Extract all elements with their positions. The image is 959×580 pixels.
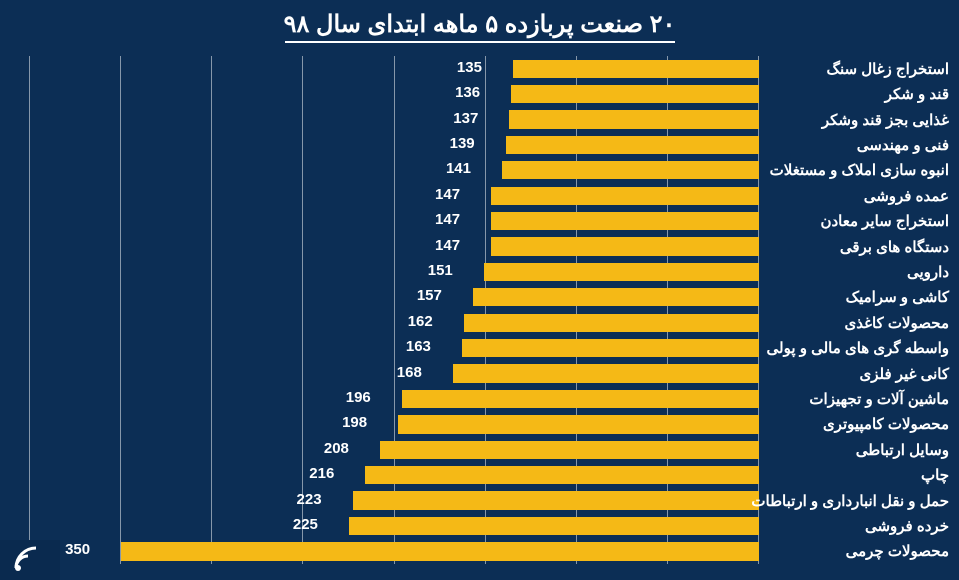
bar	[509, 110, 759, 128]
bar-row: 216	[30, 463, 759, 488]
bar	[121, 542, 759, 560]
bar-value: 162	[402, 313, 433, 330]
category-label: انبوه سازی املاک و مستغلات	[759, 158, 959, 183]
bar-value: 147	[429, 237, 460, 254]
bar	[402, 390, 759, 408]
bar-row: 350	[30, 539, 759, 564]
category-label: محصولات کامپیوتری	[759, 412, 959, 437]
bars-group: 135 136 137 139 141 147 147 147 151 157 162 163 168 1…	[30, 56, 759, 564]
category-label: استخراج سایر معادن	[759, 208, 959, 233]
category-label: استخراج زغال سنگ	[759, 56, 959, 81]
bar-value: 137	[447, 110, 478, 127]
bar	[513, 60, 759, 78]
category-label: ماشین آلات و تجهیزات	[759, 386, 959, 411]
bar-value: 208	[318, 440, 349, 457]
wifi-icon	[12, 542, 48, 578]
plot-area: 135 136 137 139 141 147 147 147 151 157 162 163 168 1…	[30, 56, 759, 564]
bar-row: 168	[30, 361, 759, 386]
bar-row: 163	[30, 335, 759, 360]
bar-row: 135	[30, 56, 759, 81]
bar	[365, 466, 759, 484]
category-label: خرده فروشی	[759, 513, 959, 538]
bar-value: 147	[429, 211, 460, 228]
bar-value: 147	[429, 186, 460, 203]
bar-value: 151	[422, 262, 453, 279]
bar	[506, 136, 759, 154]
category-label: واسطه گری های مالی و پولی	[759, 335, 959, 360]
bar-value: 196	[340, 389, 371, 406]
bar-row: 141	[30, 158, 759, 183]
bar-value: 139	[444, 135, 475, 152]
bar-row: 225	[30, 513, 759, 538]
chart-title: ۲۰ صنعت پربازده ۵ ماهه ابتدای سال ۹۸	[0, 0, 959, 41]
category-label: کاشی و سرامیک	[759, 285, 959, 310]
bar-value: 198	[336, 414, 367, 431]
bar	[398, 415, 759, 433]
bar	[473, 288, 759, 306]
bar-value: 216	[303, 465, 334, 482]
bar-value: 163	[400, 338, 431, 355]
bar	[491, 212, 759, 230]
category-label: محصولات چرمی	[759, 539, 959, 564]
category-label: قند و شکر	[759, 81, 959, 106]
bar	[502, 161, 759, 179]
category-label: محصولات کاغذی	[759, 310, 959, 335]
bar	[464, 314, 759, 332]
category-label: وسایل ارتباطی	[759, 437, 959, 462]
bar-value: 223	[291, 491, 322, 508]
bar-value: 168	[391, 364, 422, 381]
bar	[511, 85, 759, 103]
bar-value: 350	[59, 541, 90, 558]
bar-row: 223	[30, 488, 759, 513]
bar-row: 157	[30, 285, 759, 310]
bar-row: 147	[30, 183, 759, 208]
bar-value: 136	[449, 84, 480, 101]
category-label: دارویی	[759, 259, 959, 284]
bar-value: 141	[440, 160, 471, 177]
category-label: چاپ	[759, 463, 959, 488]
category-label: حمل و نقل انبارداری و ارتباطات	[759, 488, 959, 513]
bar-value: 225	[287, 516, 318, 533]
bar	[349, 517, 759, 535]
bar	[491, 237, 759, 255]
bar-row: 198	[30, 412, 759, 437]
category-label: فنی و مهندسی	[759, 132, 959, 157]
category-label: عمده فروشی	[759, 183, 959, 208]
bar-row: 208	[30, 437, 759, 462]
bar	[491, 187, 759, 205]
bar	[462, 339, 759, 357]
bar-row: 162	[30, 310, 759, 335]
source-logo	[0, 540, 60, 580]
bar	[484, 263, 759, 281]
category-label: دستگاه های برقی	[759, 234, 959, 259]
bar	[453, 364, 759, 382]
bar	[353, 491, 759, 509]
bar-value: 135	[451, 59, 482, 76]
bar	[380, 441, 759, 459]
category-labels: استخراج زغال سنگقند و شکرغذایی بجز قند و…	[759, 56, 959, 564]
bar-row: 136	[30, 81, 759, 106]
bar-row: 147	[30, 208, 759, 233]
category-label: کانی غیر فلزی	[759, 361, 959, 386]
chart-container: ۲۰ صنعت پربازده ۵ ماهه ابتدای سال ۹۸ 135…	[0, 0, 959, 580]
bar-row: 196	[30, 386, 759, 411]
bar-row: 147	[30, 234, 759, 259]
bar-row: 137	[30, 107, 759, 132]
bar-row: 151	[30, 259, 759, 284]
title-underline	[285, 41, 675, 43]
bar-row: 139	[30, 132, 759, 157]
category-label: غذایی بجز قند وشکر	[759, 107, 959, 132]
bar-value: 157	[411, 287, 442, 304]
